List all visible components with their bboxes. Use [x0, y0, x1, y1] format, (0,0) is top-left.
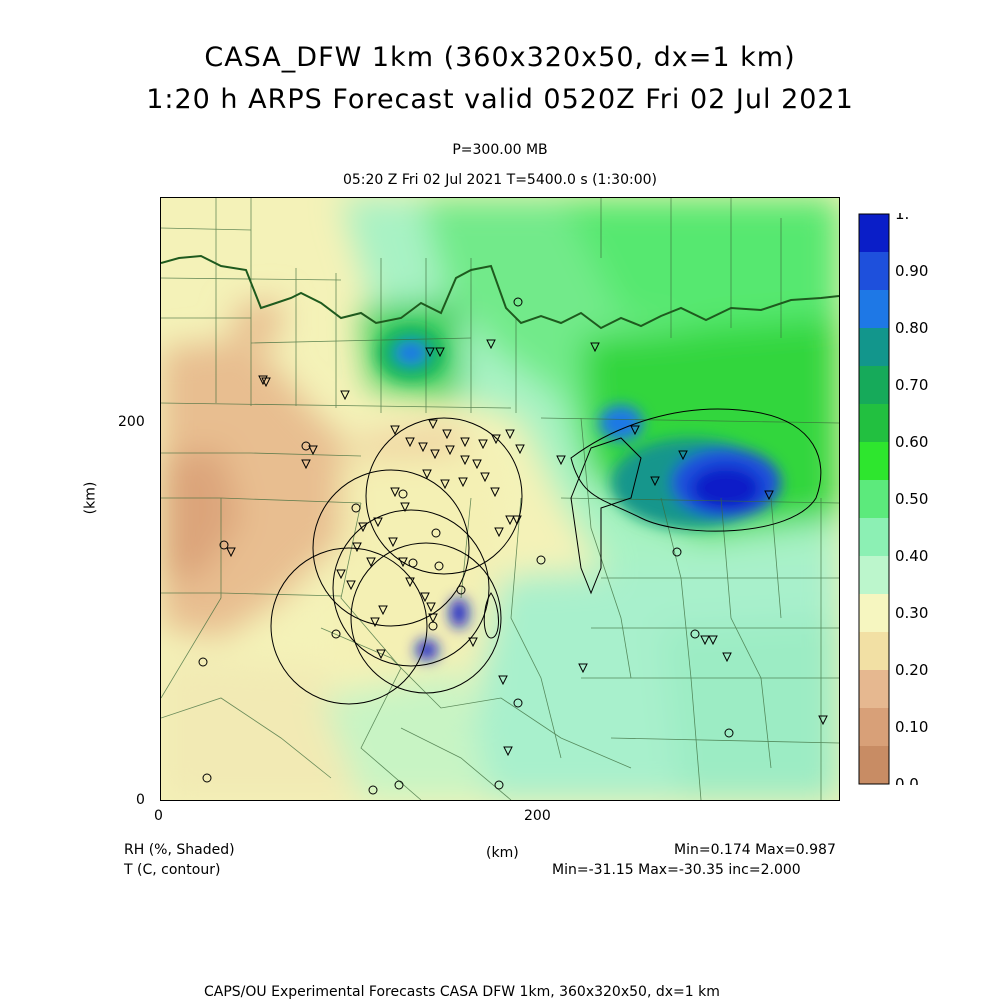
x-axis-label: (km) [486, 845, 519, 861]
colorbar-svg: 1. 0.90 0.80 0.70 0.60 0.50 0.40 0.30 0.20 0.10 0.… [858, 205, 928, 793]
colorbar-swatch [859, 214, 889, 253]
t-label: T (C, contour) [124, 862, 221, 878]
colorbar-swatch [859, 518, 889, 557]
colorbar-label: 0.90 [895, 262, 928, 280]
y-axis-label: (km) [82, 481, 99, 515]
valid-time: 05:20 Z Fri 02 Jul 2021 T=5400.0 s (1:30… [342, 172, 657, 188]
colorbar: 1. 0.90 0.80 0.70 0.60 0.50 0.40 0.30 0.20 0.10 0.… [858, 205, 958, 793]
temperature-contours [483, 408, 822, 639]
humidity-cores [377, 325, 781, 660]
colorbar-swatch [859, 708, 889, 747]
station-markers [198, 297, 828, 795]
rh-label: RH (%, Shaded) [124, 842, 235, 858]
colorbar-label: 0.60 [895, 433, 928, 451]
colorbar-swatch [859, 442, 889, 481]
pressure-level: P=300.00 MB [452, 142, 548, 158]
colorbar-label: 0.20 [895, 661, 928, 679]
x-tick-0: 0 [154, 808, 163, 824]
footer-credit: CAPS/OU Experimental Forecasts CASA DFW … [204, 984, 720, 1000]
colorbar-label: 0.80 [895, 319, 928, 337]
colorbar-labels: 1. 0.90 0.80 0.70 0.60 0.50 0.40 0.30 0.20 0.10 0.… [895, 205, 928, 793]
colorbar-label: 0.0 [895, 775, 919, 785]
radar-ring [332, 509, 490, 667]
radar-range-rings [270, 417, 523, 705]
colorbar-label: 0.40 [895, 547, 928, 565]
x-tick-200: 200 [524, 808, 551, 824]
state-border [161, 254, 839, 330]
rh-map-panel [160, 197, 840, 801]
colorbar-swatch [859, 594, 889, 633]
colorbar-label: 0.50 [895, 490, 928, 508]
colorbar-swatch [859, 746, 889, 785]
colorbar-swatches [858, 213, 890, 785]
colorbar-frame [858, 213, 890, 785]
radar-ring [312, 469, 470, 627]
y-tick-0: 0 [136, 792, 145, 808]
colorbar-label: 0.30 [895, 604, 928, 622]
colorbar-label: 0.10 [895, 718, 928, 736]
colorbar-swatch [859, 290, 889, 329]
colorbar-swatch [859, 252, 889, 291]
colorbar-swatch [859, 366, 889, 405]
radar-ring [350, 542, 502, 694]
radar-ring [270, 547, 428, 705]
colorbar-swatch [859, 328, 889, 367]
rh-stats: Min=0.174 Max=0.987 [674, 842, 836, 858]
title-line-1: CASA_DFW 1km (360x320x50, dx=1 km) [204, 42, 796, 73]
colorbar-swatch [859, 480, 889, 519]
colorbar-swatch [859, 670, 889, 709]
county-lines [161, 198, 839, 800]
colorbar-label: 0.70 [895, 376, 928, 394]
y-tick-200: 200 [118, 414, 145, 430]
humidity-field [161, 198, 839, 800]
t-stats: Min=-31.15 Max=-30.35 inc=2.000 [552, 862, 801, 878]
colorbar-swatch [859, 404, 889, 443]
radar-ring [365, 417, 523, 575]
colorbar-label: 1. [895, 213, 909, 223]
colorbar-swatch [859, 632, 889, 671]
rh-map [161, 198, 839, 800]
colorbar-swatch [859, 556, 889, 595]
title-line-2: 1:20 h ARPS Forecast valid 0520Z Fri 02 … [146, 84, 854, 115]
